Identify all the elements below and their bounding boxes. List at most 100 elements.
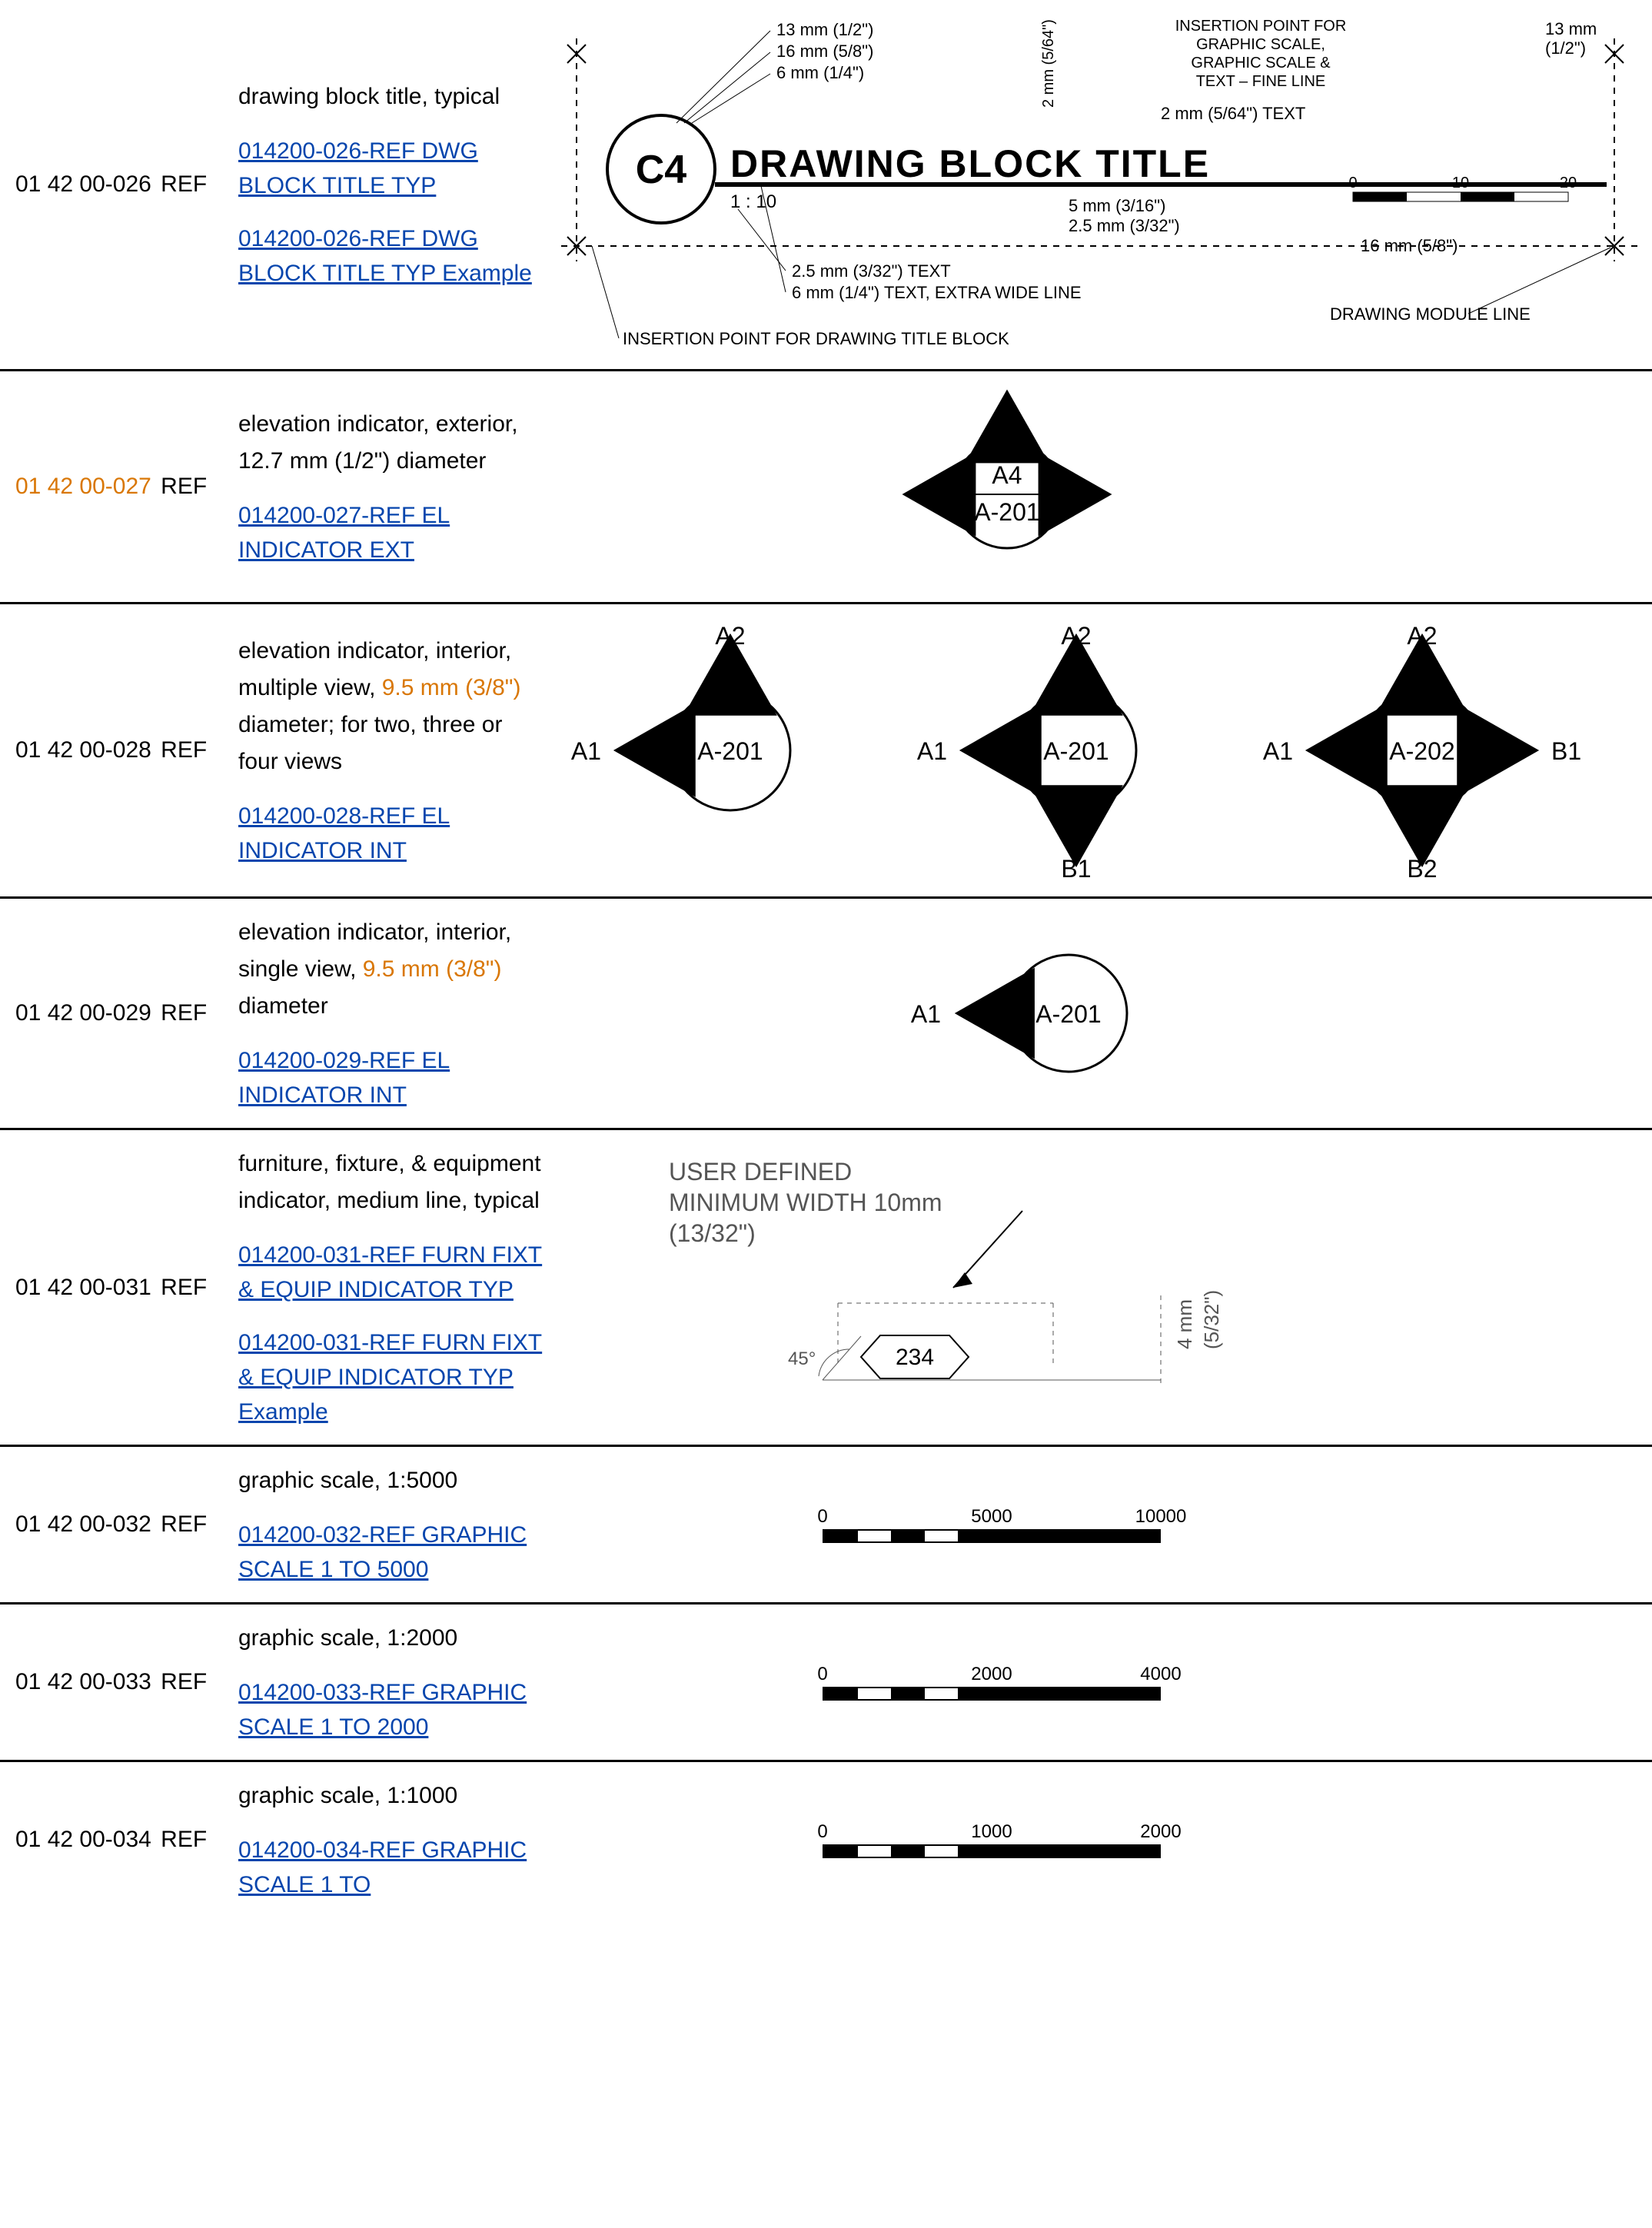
- reference-graphic: A4A-201: [853, 387, 1161, 587]
- svg-text:16 mm (5/8"): 16 mm (5/8"): [1361, 236, 1458, 255]
- svg-text:1 : 10: 1 : 10: [730, 191, 776, 212]
- download-link[interactable]: 014200-031-REF FURN FIXT & EQUIP INDICAT…: [238, 1238, 546, 1307]
- reference-graphic: 020004000: [823, 1664, 1652, 1701]
- svg-text:A1: A1: [911, 1000, 941, 1028]
- svg-text:A1: A1: [1263, 737, 1293, 765]
- svg-text:(13/32"): (13/32"): [669, 1219, 756, 1247]
- reference-suffix: REF: [155, 1669, 207, 1694]
- reference-graphic-cell: 020004000: [561, 1664, 1652, 1701]
- scale-tick-label: 1000: [971, 1821, 1012, 1843]
- download-link[interactable]: 014200-033-REF GRAPHIC SCALE 1 TO 2000: [238, 1675, 546, 1744]
- reference-desc-cell: elevation indicator, exterior, 12.7 mm (…: [238, 406, 561, 567]
- reference-desc-cell: drawing block title, typical 014200-026-R…: [238, 78, 561, 291]
- reference-description: elevation indicator, interior, single vi…: [238, 914, 546, 1025]
- reference-suffix: REF: [155, 1000, 207, 1026]
- reference-desc-cell: graphic scale, 1:5000 014200-032-REF GRAP…: [238, 1462, 561, 1587]
- reference-id-cell: 01 42 00-033 REF: [0, 1669, 238, 1695]
- download-link[interactable]: 014200-034-REF GRAPHIC SCALE 1 TO: [238, 1833, 546, 1902]
- svg-text:A-202: A-202: [1389, 737, 1454, 765]
- svg-text:A2: A2: [715, 622, 745, 650]
- reference-graphic: A-201A1: [838, 936, 1222, 1090]
- desc-fragment: 9.5 mm (3/8"): [382, 675, 521, 700]
- reference-number: 01 42 00-026: [15, 171, 151, 197]
- reference-graphic: C4DRAWING BLOCK TITLE1 : 100102013 mm (1…: [561, 15, 1637, 354]
- svg-text:DRAWING MODULE LINE: DRAWING MODULE LINE: [1330, 304, 1531, 324]
- reference-description: graphic scale, 1:5000: [238, 1462, 546, 1499]
- reference-graphic-cell: USER DEFINEDMINIMUM WIDTH 10mm(13/32")23…: [561, 1149, 1652, 1426]
- scale-tick-label: 4000: [1140, 1664, 1181, 1685]
- svg-text:234: 234: [896, 1345, 934, 1370]
- svg-text:5 mm (3/16"): 5 mm (3/16"): [1069, 196, 1165, 215]
- svg-text:USER DEFINED: USER DEFINED: [669, 1158, 852, 1185]
- reference-desc-cell: graphic scale, 1:2000 014200-033-REF GRAP…: [238, 1620, 561, 1744]
- svg-text:20: 20: [1560, 175, 1577, 191]
- download-link[interactable]: 014200-027-REF EL INDICATOR EXT: [238, 498, 546, 567]
- reference-graphic-cell: A-201A2A1A-201A2B1A1A-202A2B2A1B1: [561, 620, 1652, 881]
- svg-text:(1/2"): (1/2"): [1545, 38, 1586, 58]
- download-link[interactable]: 014200-029-REF EL INDICATOR INT: [238, 1043, 546, 1112]
- reference-graphic-cell: 010002000: [561, 1821, 1652, 1858]
- reference-desc-cell: graphic scale, 1:1000014200-034-REF GRAP…: [238, 1777, 561, 1902]
- svg-text:(5/32"): (5/32"): [1200, 1289, 1223, 1348]
- reference-suffix: REF: [155, 1827, 207, 1852]
- download-link[interactable]: 014200-026-REF DWG BLOCK TITLE TYP Examp…: [238, 221, 546, 291]
- reference-row: 01 42 00-027 REFelevation indicator, ext…: [0, 369, 1652, 602]
- desc-fragment: diameter; for two, three or four views: [238, 712, 502, 774]
- download-link[interactable]: 014200-028-REF EL INDICATOR INT: [238, 799, 546, 868]
- download-link[interactable]: 014200-031-REF FURN FIXT & EQUIP INDICAT…: [238, 1325, 546, 1429]
- scale-tick-label: 5000: [971, 1506, 1012, 1528]
- reference-row: 01 42 00-033 REFgraphic scale, 1:2000014…: [0, 1602, 1652, 1760]
- svg-text:13 mm: 13 mm: [1545, 19, 1597, 38]
- svg-text:INSERTION POINT FOR: INSERTION POINT FOR: [1175, 18, 1347, 35]
- scale-tick-label: 2000: [971, 1664, 1012, 1685]
- reference-graphic-cell: 0500010000: [561, 1506, 1652, 1543]
- reference-suffix: REF: [155, 474, 207, 499]
- reference-graphic: USER DEFINEDMINIMUM WIDTH 10mm(13/32")23…: [623, 1149, 1315, 1426]
- reference-desc-cell: elevation indicator, interior, multiple …: [238, 633, 561, 868]
- reference-suffix: REF: [155, 1275, 207, 1300]
- download-link[interactable]: 014200-026-REF DWG BLOCK TITLE TYP: [238, 134, 546, 203]
- svg-text:B1: B1: [1551, 737, 1581, 765]
- svg-text:A2: A2: [1407, 622, 1437, 650]
- svg-text:0: 0: [1348, 175, 1357, 191]
- svg-text:B1: B1: [1061, 855, 1091, 881]
- scale-tick-label: 2000: [1140, 1821, 1181, 1843]
- reference-graphic-cell: A4A-201: [561, 387, 1652, 587]
- download-link[interactable]: 014200-032-REF GRAPHIC SCALE 1 TO 5000: [238, 1518, 546, 1587]
- reference-id-cell: 01 42 00-031 REF: [0, 1275, 238, 1301]
- reference-description: graphic scale, 1:2000: [238, 1620, 546, 1657]
- svg-text:GRAPHIC SCALE &: GRAPHIC SCALE &: [1191, 55, 1331, 71]
- reference-graphic-cell: A-201A1: [561, 936, 1652, 1090]
- svg-text:10: 10: [1452, 175, 1469, 191]
- svg-text:INSERTION POINT FOR DRAWING TI: INSERTION POINT FOR DRAWING TITLE BLOCK: [623, 329, 1009, 348]
- svg-text:A-201: A-201: [697, 737, 763, 765]
- reference-number: 01 42 00-029: [15, 1000, 151, 1026]
- reference-number: 01 42 00-031: [15, 1275, 151, 1300]
- svg-text:16 mm (5/8"): 16 mm (5/8"): [776, 42, 873, 61]
- reference-id-cell: 01 42 00-026 REF: [0, 171, 238, 198]
- svg-text:2.5 mm (3/32") TEXT: 2.5 mm (3/32") TEXT: [792, 261, 951, 281]
- reference-id-cell: 01 42 00-032 REF: [0, 1511, 238, 1538]
- reference-row: 01 42 00-026 REFdrawing block title, typ…: [0, 0, 1652, 369]
- svg-text:6 mm (1/4") TEXT, EXTRA WIDE L: 6 mm (1/4") TEXT, EXTRA WIDE LINE: [792, 283, 1082, 302]
- desc-fragment: 9.5 mm (3/8"): [363, 956, 502, 982]
- svg-text:C4: C4: [636, 148, 687, 192]
- reference-row: 01 42 00-031 REFfurniture, fixture, & eq…: [0, 1128, 1652, 1445]
- reference-number: 01 42 00-033: [15, 1669, 151, 1694]
- reference-desc-cell: furniture, fixture, & equipment indicato…: [238, 1146, 561, 1429]
- svg-text:A-201: A-201: [1043, 737, 1109, 765]
- scale-tick-label: 10000: [1135, 1506, 1187, 1528]
- desc-fragment: diameter: [238, 993, 328, 1019]
- reference-row: 01 42 00-028 REFelevation indicator, int…: [0, 602, 1652, 896]
- reference-desc-cell: elevation indicator, interior, single vi…: [238, 914, 561, 1112]
- reference-id-cell: 01 42 00-027 REF: [0, 474, 238, 500]
- reference-description: elevation indicator, interior, multiple …: [238, 633, 546, 780]
- svg-text:2 mm (5/64") TEXT: 2 mm (5/64") TEXT: [1161, 104, 1305, 123]
- reference-graphic: 0500010000: [823, 1506, 1652, 1543]
- svg-text:2 mm (5/64"): 2 mm (5/64"): [1040, 19, 1057, 108]
- svg-text:GRAPHIC SCALE,: GRAPHIC SCALE,: [1196, 36, 1325, 53]
- reference-row: 01 42 00-032 REFgraphic scale, 1:5000 014…: [0, 1445, 1652, 1602]
- svg-text:6 mm (1/4"): 6 mm (1/4"): [776, 63, 864, 82]
- reference-description: drawing block title, typical: [238, 78, 546, 115]
- svg-text:A-201: A-201: [974, 498, 1039, 526]
